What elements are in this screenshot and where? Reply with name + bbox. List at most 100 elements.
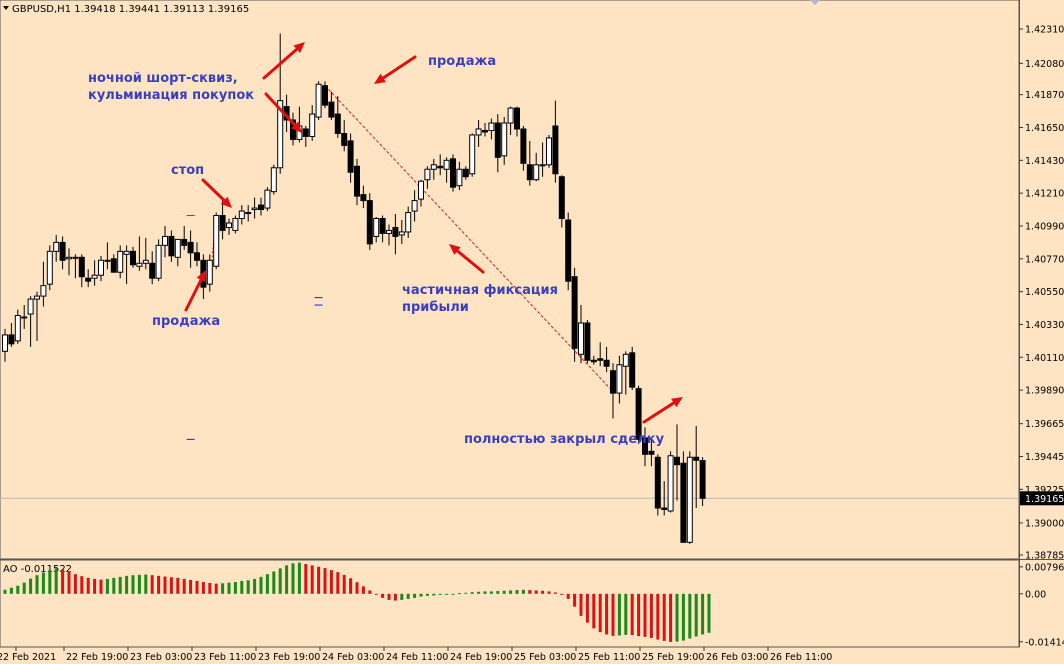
trade-markers [186, 215, 323, 440]
ao-bar [150, 575, 154, 594]
candle-bear [661, 507, 668, 510]
candle-bull [501, 122, 508, 157]
candle-bear [482, 129, 488, 133]
ao-bar [483, 591, 487, 594]
price-tick-label: 1.42080 [1025, 59, 1064, 70]
candle-bull [443, 159, 450, 170]
ao-bar [208, 582, 212, 594]
candle-bull [142, 259, 149, 264]
ao-bar [272, 571, 276, 594]
trade-lines [209, 85, 614, 392]
candle-bull [686, 456, 693, 543]
ao-bar [451, 593, 455, 595]
ao-bar [112, 577, 116, 594]
candle-bear [654, 456, 661, 509]
time-tick-label: 23 Feb 11:00 [194, 652, 256, 663]
ao-bar [189, 579, 193, 594]
candle-bull [507, 107, 514, 124]
ao-bar [400, 593, 404, 600]
candle-bear [571, 276, 578, 349]
price-tick-label: 1.42310 [1025, 25, 1064, 36]
candle-bear [110, 258, 117, 273]
price-tick-label: 1.41210 [1025, 189, 1064, 200]
ao-bar [413, 593, 417, 598]
ao-bar [381, 593, 385, 598]
ao-bar [157, 575, 161, 594]
time-tick-label: 24 Feb 11:00 [386, 652, 448, 663]
candle-bull [386, 229, 392, 234]
price-tick-label: 1.39665 [1025, 419, 1064, 430]
ao-bar [214, 583, 218, 594]
candle-bull [14, 315, 21, 342]
ao-bar [701, 593, 705, 635]
ao-bar [265, 574, 269, 594]
trade-dashed-line [324, 85, 614, 392]
ao-bar [73, 574, 77, 594]
ao-bar [99, 579, 103, 594]
candle-bear [437, 165, 444, 169]
annotation-label: продажа [152, 314, 220, 329]
ao-bar [278, 568, 282, 594]
collapse-triangle-icon[interactable] [3, 6, 9, 10]
price-tick-label: 1.40330 [1025, 320, 1064, 331]
candle-bull [398, 231, 405, 236]
ao-bar [585, 593, 589, 623]
candle-bull [104, 259, 111, 262]
ao-bar [259, 576, 263, 594]
candle-bear [194, 252, 200, 261]
price-tick-label: 1.39000 [1025, 518, 1064, 529]
candle-bull [226, 222, 232, 228]
ao-bar [387, 593, 391, 600]
price-tick-label: 1.39445 [1025, 452, 1064, 463]
ao-bar [617, 593, 621, 636]
annotation-arrow [201, 178, 226, 202]
ao-bar [285, 565, 289, 594]
candle-bull [34, 295, 40, 300]
candle-bear [258, 204, 264, 211]
candle-bear [674, 456, 680, 466]
ao-bar [496, 591, 500, 594]
candle-bull [418, 180, 424, 200]
candle-bear [328, 101, 335, 118]
candle-bull [27, 298, 34, 315]
candle-bull [206, 259, 213, 285]
ao-bar [310, 565, 314, 594]
candle-bear [187, 241, 194, 254]
time-tick-label: 23 Feb 03:00 [130, 652, 192, 663]
arrow-head-icon [290, 121, 302, 133]
candle-bear [450, 158, 456, 188]
ao-tick-label: 0.007964 [1025, 562, 1064, 573]
arrow-head-icon [671, 397, 683, 408]
candle-bull [46, 250, 53, 285]
candle-bear [130, 250, 136, 266]
candle-bull [405, 212, 412, 233]
time-tick-label: 24 Feb 03:00 [322, 652, 384, 663]
ao-bar [605, 593, 609, 635]
ao-bar [22, 582, 26, 594]
time-tick-label: 22 Feb 2021 [0, 652, 56, 663]
candle-bull [533, 164, 540, 181]
price-tick-label: 1.41430 [1025, 156, 1064, 167]
candle-bull [411, 200, 418, 212]
candle-bear [360, 194, 367, 202]
ao-bar [611, 593, 615, 636]
candle-bull [40, 285, 47, 297]
candle-bull [91, 274, 98, 279]
candle-bull [546, 137, 552, 166]
last-price-tag: 1.39165 [1020, 491, 1064, 506]
ao-bar [368, 590, 372, 594]
last-price-label: 1.39165 [1025, 494, 1064, 505]
time-tick-label: 22 Feb 19:00 [66, 652, 128, 663]
ao-bar [297, 562, 301, 594]
candle-bull [309, 113, 316, 137]
ao-bar [105, 578, 109, 594]
ao-bar [163, 576, 167, 594]
ao-bar [355, 582, 359, 594]
window-scroll-marker-icon[interactable] [810, 0, 820, 5]
ao-bar [61, 569, 65, 594]
ao-bar [649, 593, 653, 638]
candle-bull [123, 250, 130, 255]
arrow-head-icon [449, 244, 461, 255]
